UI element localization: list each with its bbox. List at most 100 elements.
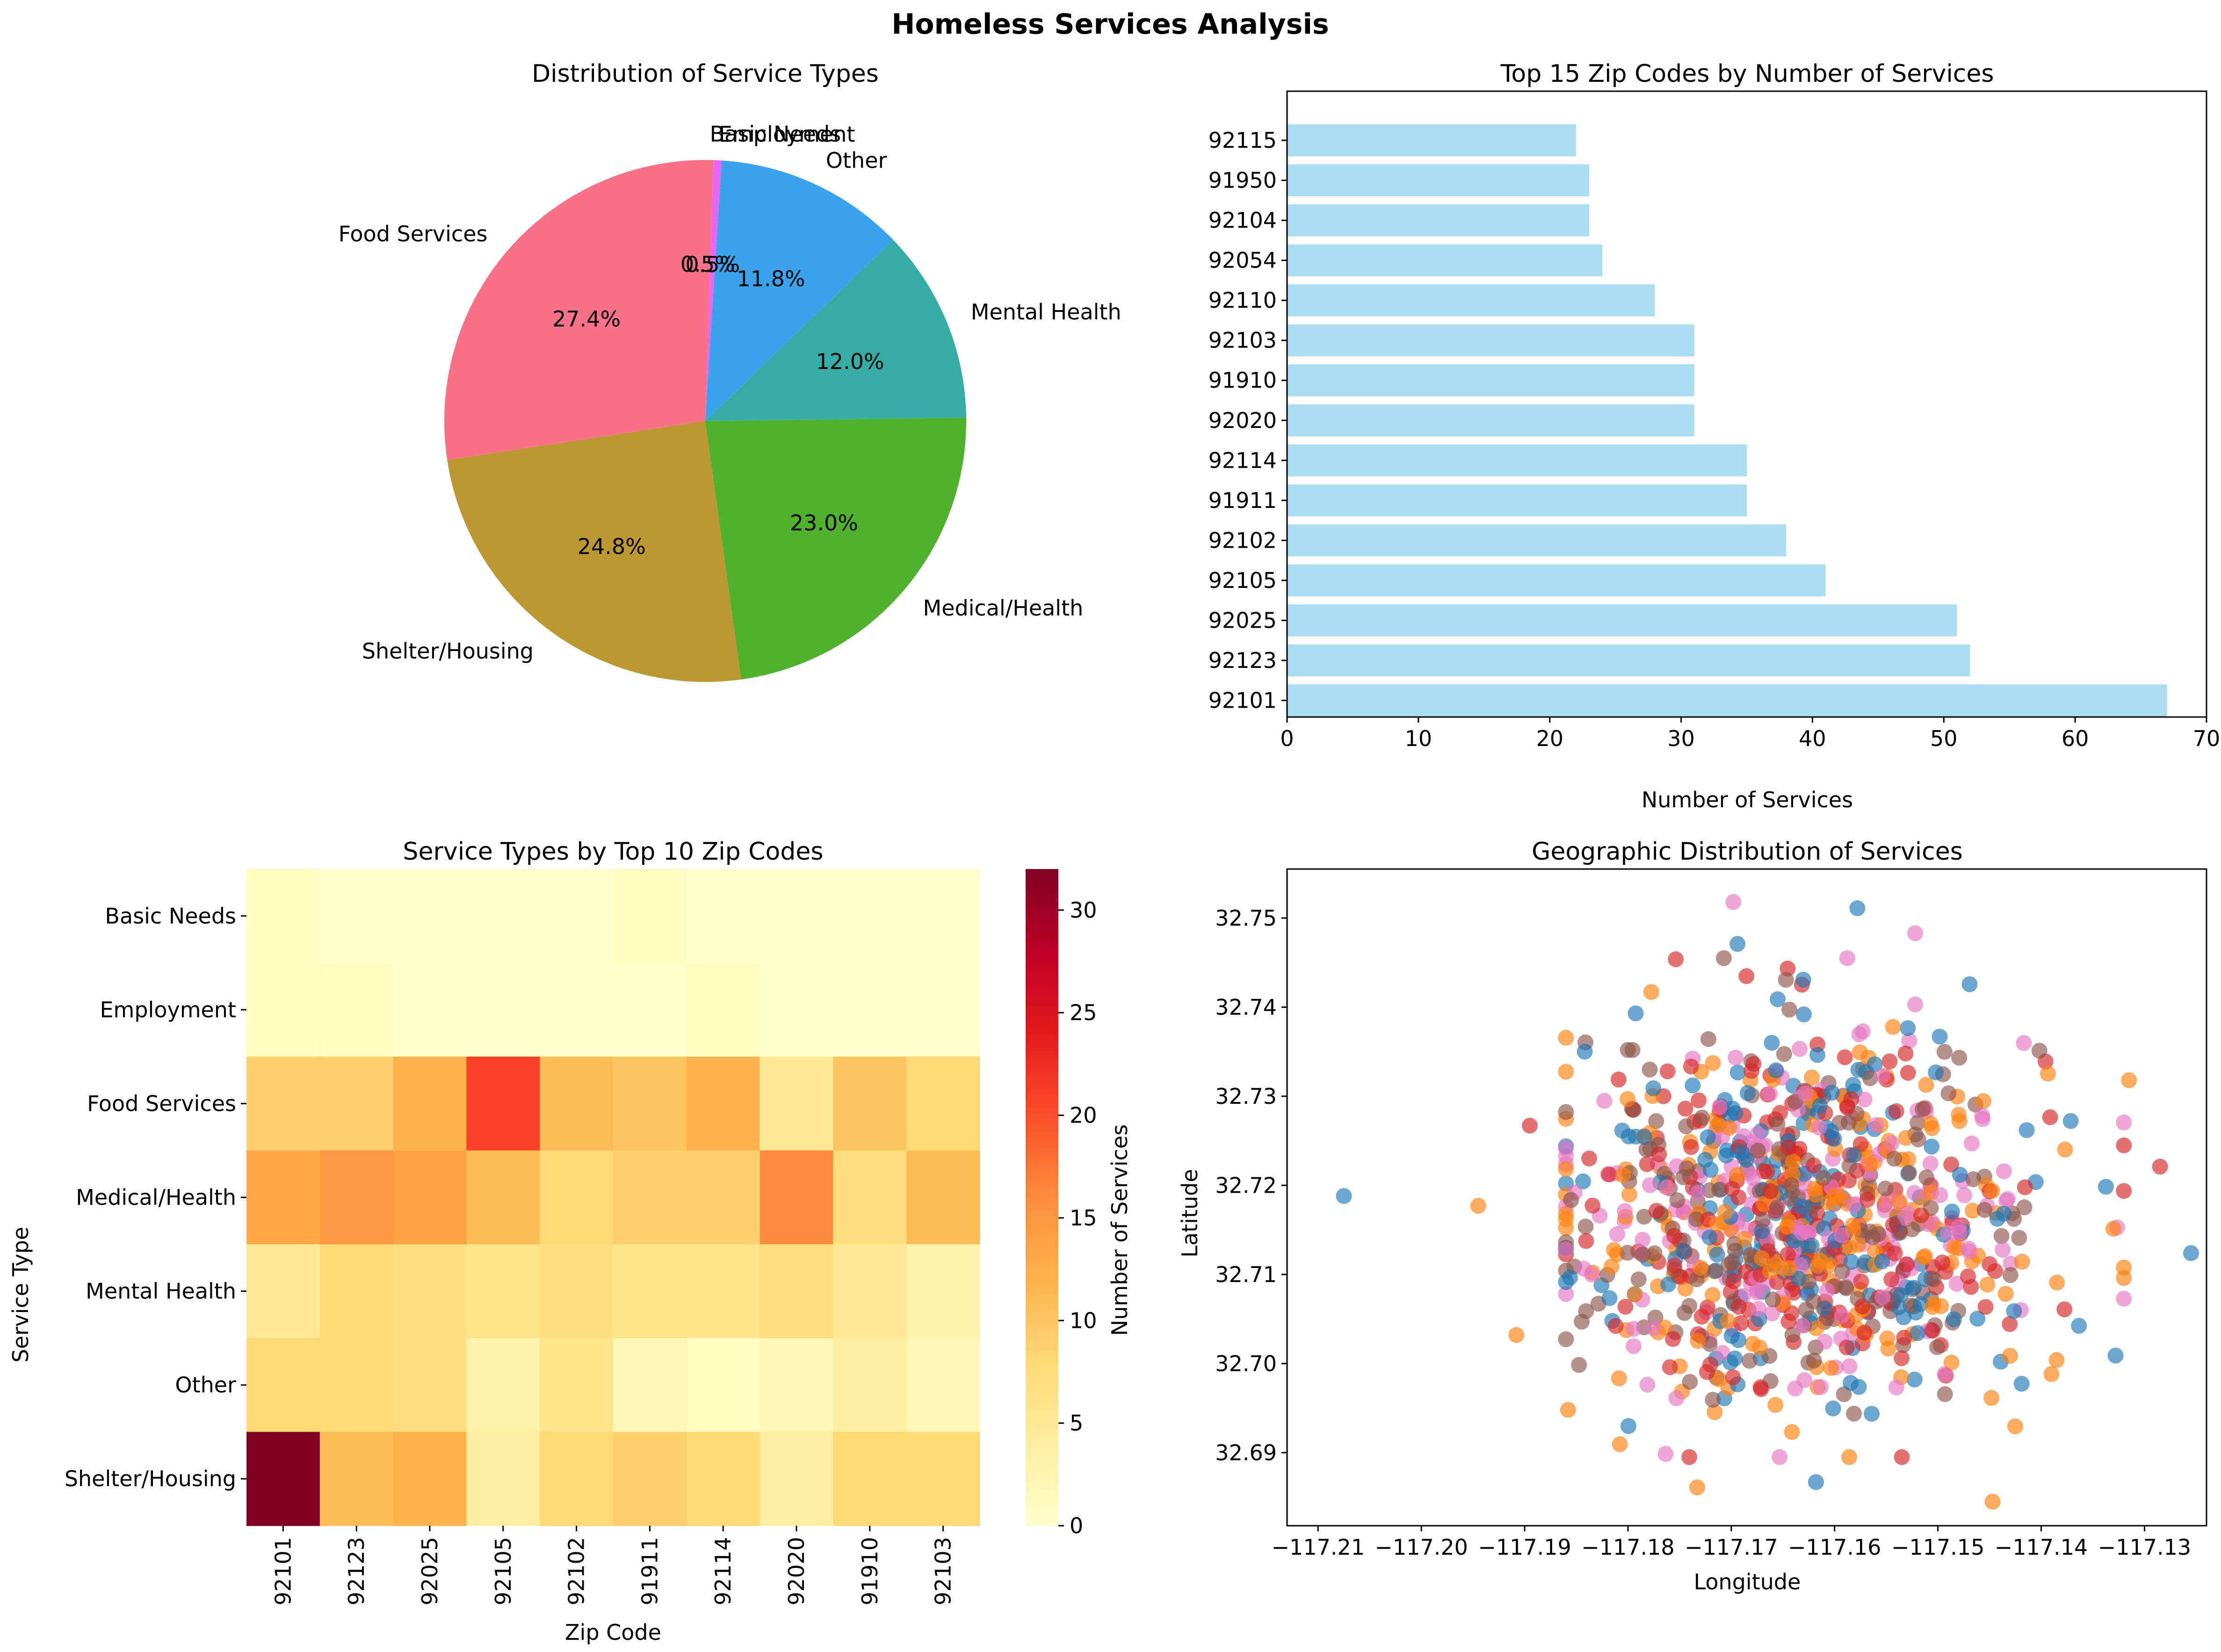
bar-91910 (1287, 364, 1694, 397)
colorbar-fill (1026, 869, 1058, 1526)
pie-pct-label-1: 24.8% (578, 534, 646, 559)
heatmap-cell-2-8 (833, 1057, 907, 1151)
scatter-point (1669, 1192, 1686, 1209)
scatter-point (1693, 1260, 1709, 1276)
scatter-point (2000, 1191, 2016, 1207)
bar-91911 (1287, 484, 1747, 516)
scatter-xtick-label-2: −117.19 (1478, 1535, 1571, 1560)
scatter-point (1754, 1250, 1770, 1267)
scatter-point (1676, 1305, 1693, 1321)
heatmap-cell-1-3 (466, 963, 540, 1057)
scatter-point (1943, 1355, 1960, 1371)
scatter-point (1689, 1479, 1705, 1496)
scatter-point (1874, 1253, 1890, 1269)
scatter-point (1803, 1238, 1820, 1253)
scatter-point (1984, 1493, 2001, 1510)
bar-xtick-label-5: 50 (1930, 726, 1958, 751)
scatter-point (1675, 1243, 1691, 1259)
scatter-point (1630, 1271, 1647, 1288)
scatter-point (1900, 1065, 1916, 1081)
scatter-point (1856, 1325, 1873, 1341)
bar-title: Top 15 Zip Codes by Number of Services (1500, 60, 1994, 88)
heatmap-ylabel: Service Type (8, 1227, 33, 1362)
scatter-point (1611, 1370, 1627, 1386)
scatter-point (1560, 1402, 1576, 1418)
scatter-xtick-label-1: −117.20 (1375, 1535, 1468, 1560)
bar-ytick-label-3: 92105 (1208, 568, 1277, 593)
scatter-point (1727, 1350, 1743, 1367)
scatter-point (1642, 1061, 1658, 1078)
scatter-point (1621, 1128, 1637, 1145)
heatmap-cell-0-7 (760, 869, 833, 964)
scatter-point (1804, 1069, 1820, 1086)
scatter-ytick-label-4: 32.73 (1215, 1084, 1277, 1109)
scatter-point (1574, 1313, 1590, 1330)
bar-xtick-label-2: 20 (1536, 726, 1563, 751)
scatter-point (1891, 1299, 1907, 1315)
scatter-point (1678, 1118, 1694, 1134)
scatter-point (1915, 1101, 1931, 1117)
bar-ytick-label-11: 92054 (1208, 248, 1277, 273)
scatter-ytick-label-0: 32.69 (1215, 1440, 1277, 1465)
heatmap-cell-0-1 (319, 869, 394, 964)
scatter-point (1855, 1023, 1871, 1039)
scatter-point (1620, 1091, 1636, 1107)
scatter-point (1940, 1085, 1957, 1101)
scatter-point (1621, 1418, 1636, 1434)
bar-panel: Top 15 Zip Codes by Number of Services 9… (1208, 60, 2221, 812)
heatmap-cell-2-3 (466, 1057, 540, 1151)
heatmap-cell-5-8 (833, 1338, 907, 1433)
heatmap-cell-6-6 (686, 1432, 760, 1526)
heatmap-cell-1-0 (246, 963, 320, 1057)
scatter-point (1646, 1320, 1662, 1336)
scatter-point (1665, 1331, 1681, 1347)
bar-ytick-label-14: 92115 (1208, 128, 1277, 153)
scatter-point (1996, 1163, 2012, 1180)
heatmap-content: Basic Needs Employment Food Services Medica… (65, 869, 980, 1605)
scatter-point (1995, 1242, 2011, 1258)
scatter-point (1577, 1043, 1593, 1060)
pie-slice-3 (705, 239, 966, 421)
scatter-point (1834, 1227, 1850, 1244)
heatmap-cell-3-8 (833, 1150, 907, 1245)
heatmap-cell-1-2 (393, 963, 467, 1057)
scatter-point (1736, 1231, 1753, 1247)
scatter-point (1854, 1298, 1871, 1314)
heatmap-row-label-3: Medical/Health (76, 1185, 236, 1210)
scatter-point (1723, 1328, 1740, 1344)
scatter-point (1711, 1181, 1728, 1198)
bar-xtick-label-1: 10 (1405, 726, 1432, 751)
scatter-point (1932, 1187, 1948, 1203)
scatter-point (2002, 1316, 2018, 1332)
scatter-point (1677, 1101, 1693, 1117)
scatter-point (1944, 1203, 1960, 1220)
heatmap-cell-6-4 (540, 1432, 614, 1526)
heatmap-col-label-4: 92102 (564, 1537, 589, 1605)
bar-92054 (1287, 244, 1603, 276)
scatter-point (1720, 1313, 1736, 1329)
scatter-point (1627, 1286, 1643, 1303)
colorbar-tick-label-6: 30 (1070, 898, 1097, 923)
bar-ytick-label-9: 92103 (1208, 328, 1277, 353)
scatter-point (1508, 1327, 1525, 1343)
bar-ytick-label-4: 92102 (1208, 528, 1277, 553)
scatter-point (1558, 1104, 1574, 1120)
heatmap-cell-5-7 (760, 1338, 833, 1433)
pie-pct-label-5: 0.5% (685, 252, 740, 277)
scatter-point (1838, 1339, 1855, 1355)
scatter-point (1951, 1113, 1968, 1129)
bar-xtick-label-7: 70 (2193, 726, 2221, 751)
heatmap-row-label-4: Mental Health (86, 1279, 236, 1304)
scatter-point (1767, 1397, 1784, 1413)
scatter-point (1745, 1056, 1762, 1072)
bar-91950 (1287, 164, 1589, 196)
heatmap-row-label-6: Shelter/Housing (65, 1466, 236, 1492)
heatmap-cell-0-4 (540, 869, 614, 964)
scatter-point (1721, 1120, 1737, 1136)
scatter-point (1635, 1246, 1651, 1263)
heatmap-cell-2-9 (906, 1057, 980, 1151)
scatter-point (1928, 1064, 1944, 1080)
scatter-point (1584, 1267, 1600, 1283)
heatmap-cell-1-4 (540, 963, 614, 1057)
